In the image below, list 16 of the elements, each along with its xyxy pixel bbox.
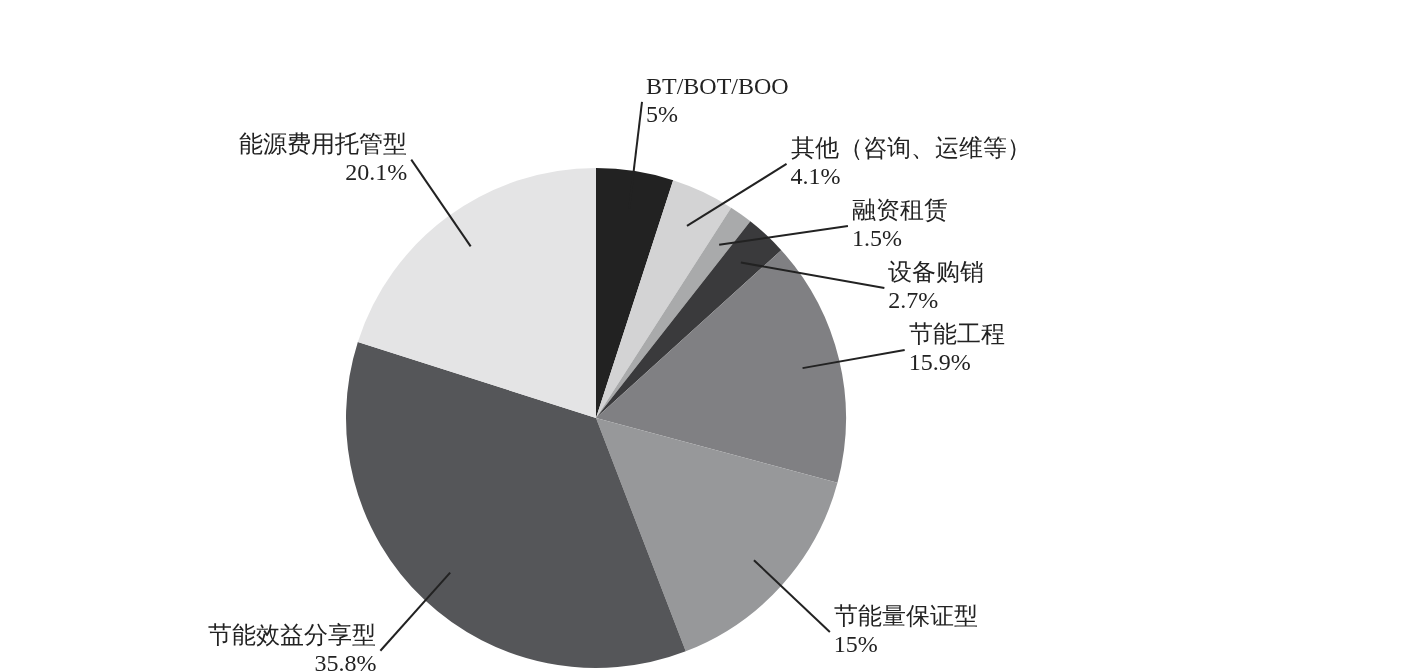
slice-label: 融资租赁: [851, 197, 948, 224]
data-label: 15%: [833, 631, 878, 658]
data-label: 1.5%: [851, 225, 902, 252]
slice-label: 节能量保证型: [833, 603, 978, 630]
data-label: 20.1%: [345, 158, 408, 185]
data-label: 35.8%: [314, 650, 377, 672]
data-label: 2.7%: [888, 287, 939, 314]
slice-label: 设备购销: [888, 259, 985, 286]
slice-label: 其他（咨询、运维等）: [790, 135, 1031, 162]
data-label: 4.1%: [790, 163, 841, 190]
data-label: 5%: [646, 101, 679, 128]
slice-label: 节能效益分享型: [208, 622, 377, 649]
data-label: 15.9%: [908, 349, 971, 376]
slice-label: 节能工程: [908, 321, 1005, 348]
slice-label: 能源费用托管型: [239, 130, 408, 157]
slice-label: BT/BOT/BOO: [646, 73, 789, 100]
